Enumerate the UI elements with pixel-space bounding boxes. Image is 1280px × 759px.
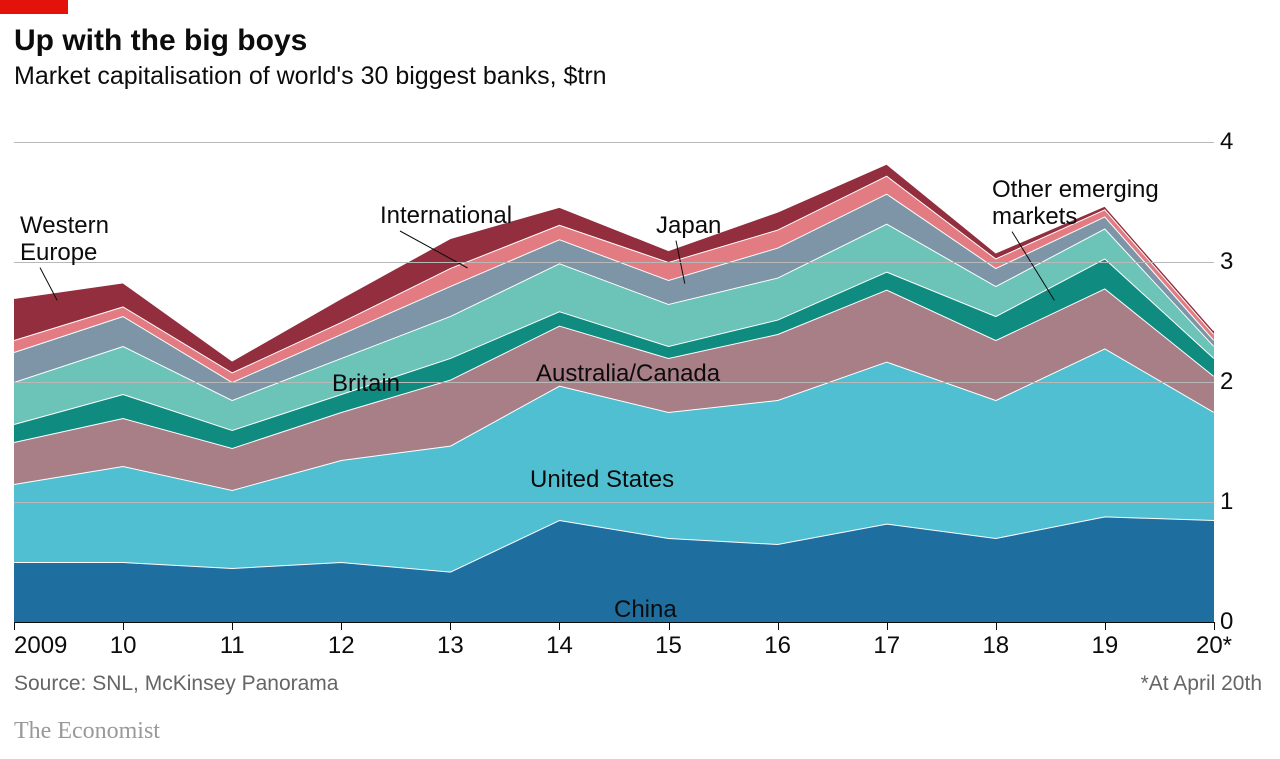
x-axis-tickmark [1105,622,1106,630]
grid-line [14,142,1214,143]
chart-subtitle: Market capitalisation of world's 30 bigg… [14,62,607,91]
x-axis-tickmark [778,622,779,630]
chart-title: Up with the big boys [14,24,307,58]
y-axis-tick: 4 [1220,128,1256,156]
x-axis-tickmark [996,622,997,630]
y-axis-tick: 2 [1220,368,1256,396]
x-axis-tickmark [559,622,560,630]
grid-line [14,502,1214,503]
series-label-w_europe: WesternEurope [20,212,109,267]
x-axis-tick: 12 [328,632,355,660]
series-label-britain: Britain [332,370,400,398]
x-axis-tick: 15 [655,632,682,660]
y-axis-tick: 3 [1220,248,1256,276]
x-axis-tickmark [232,622,233,630]
series-label-international: International [380,202,512,230]
grid-line [14,262,1214,263]
chart-source: Source: SNL, McKinsey Panorama [14,672,338,696]
series-label-emerging: Other emergingmarkets [992,176,1159,231]
series-label-aus_can: Australia/Canada [536,360,720,388]
economist-red-tag [0,0,68,14]
y-axis-tick: 1 [1220,488,1256,516]
x-axis-tickmark [450,622,451,630]
x-axis-tickmark [887,622,888,630]
x-axis-tickmark [1214,622,1215,630]
x-axis-tick: 16 [764,632,791,660]
series-label-japan: Japan [656,212,721,240]
x-axis-tick: 10 [110,632,137,660]
x-axis-tickmark [14,622,15,630]
x-axis-tick: 19 [1092,632,1119,660]
x-axis-tickmark [123,622,124,630]
x-axis-tickmark [669,622,670,630]
series-label-china: China [614,596,677,624]
x-axis-tick: 17 [873,632,900,660]
x-axis-tick: 13 [437,632,464,660]
x-axis-tick: 14 [546,632,573,660]
series-label-us: United States [530,466,674,494]
chart-footnote: *At April 20th [1141,672,1262,696]
x-axis-tick: 20* [1196,632,1232,660]
x-axis-tickmark [341,622,342,630]
stacked-area-chart: 0123420091011121314151617181920*ChinaUni… [14,142,1214,622]
x-axis-tick: 18 [982,632,1009,660]
x-axis-tick: 2009 [14,632,67,660]
x-axis-tick: 11 [220,632,245,660]
economist-wordmark: The Economist [14,718,160,745]
